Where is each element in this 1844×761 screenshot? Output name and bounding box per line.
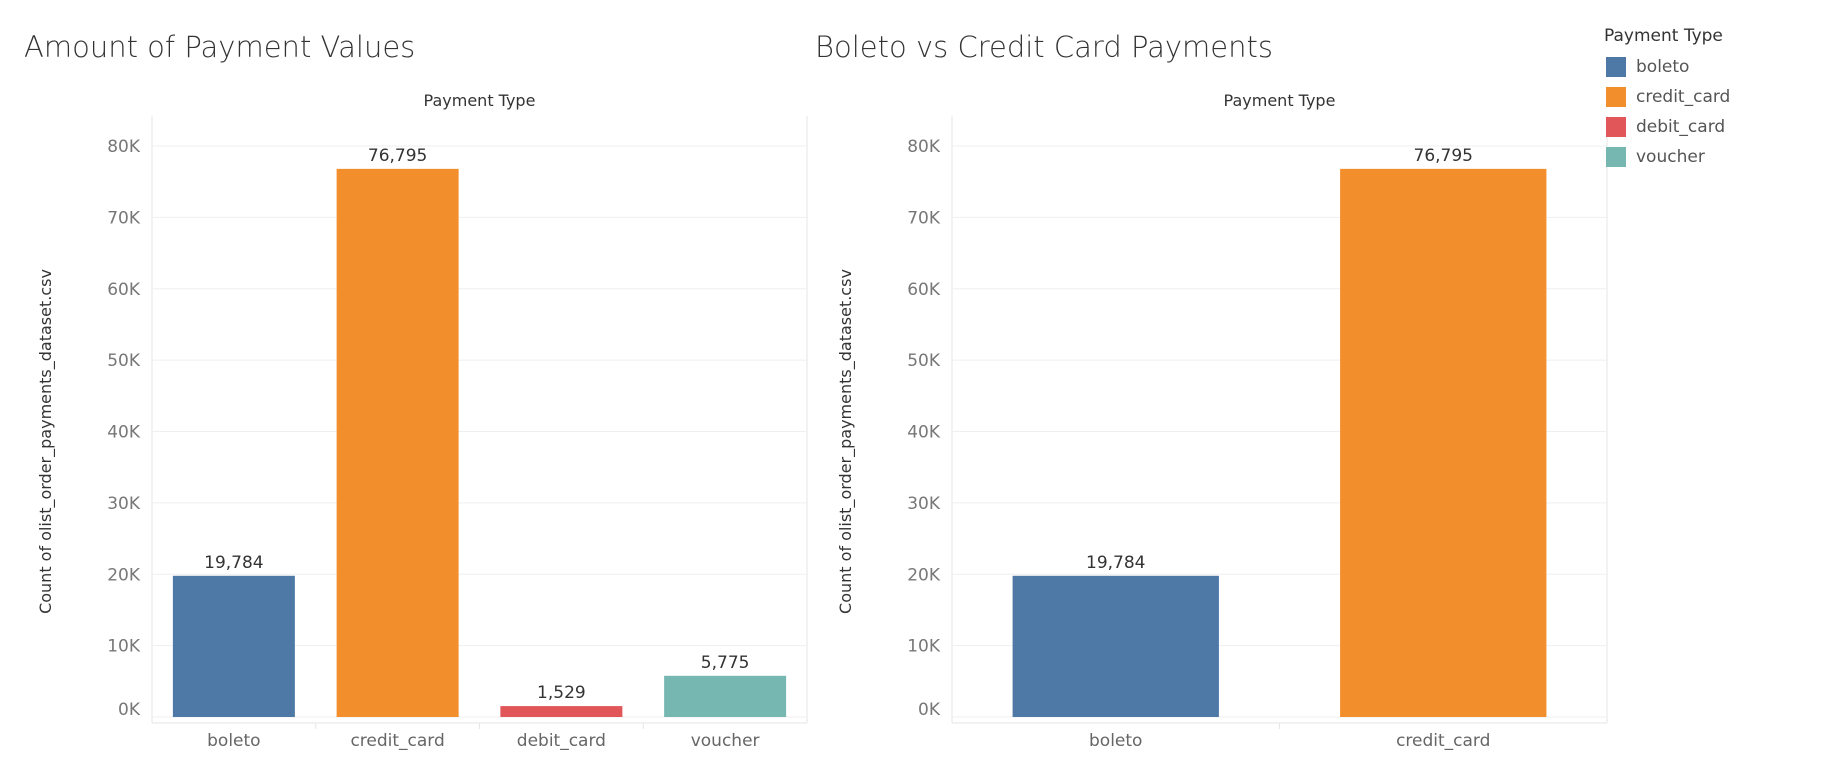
x-tick-label: credit_card [1396,731,1490,751]
bar-chart-boleto-vs-credit-card: 0K 10K 20K 30K 40K 50K 60K 70K 80K Payment Type Co… [836,91,1608,751]
data-label: 76,795 [368,146,427,166]
legend-swatch-debit-card [1606,117,1626,137]
legend-label: debit_card [1636,117,1726,137]
y-tick-label: 80K [107,137,141,157]
x-tick-label: debit_card [517,731,606,751]
x-axis-title: Payment Type [424,91,536,110]
y-tick-label: 20K [907,565,941,585]
data-label: 19,784 [1086,553,1145,573]
y-tick-label: 50K [107,351,141,371]
data-label: 19,784 [204,553,263,573]
y-tick-label: 60K [907,280,941,300]
y-axis-title: Count of olist_order_payments_dataset.cs… [36,269,56,614]
bar-credit-card [336,168,459,718]
y-axis-title: Count of olist_order_payments_dataset.cs… [836,269,856,614]
y-tick-label: 0K [918,700,941,720]
y-tick-label: 0K [118,700,141,720]
y-tick-label: 10K [907,637,941,657]
bar-chart-all-payment-types: 0K 10K 20K 30K 40K 50K 60K 70K 80K Payment Type Co… [36,91,808,751]
y-tick-label: 40K [107,423,141,443]
legend-item-credit-card[interactable]: credit_card [1604,82,1730,112]
x-tick-label: voucher [691,731,760,751]
data-label: 76,795 [1414,146,1473,166]
chart-title-left: Amount of Payment Values [24,30,416,64]
legend-label: boleto [1636,57,1690,77]
y-tick-label: 30K [907,494,941,514]
legend-label: credit_card [1636,87,1731,107]
y-tick-label: 70K [107,208,141,228]
bar-debit-card [500,706,623,717]
y-tick-label: 80K [907,137,941,157]
data-label: 1,529 [537,683,586,703]
bar-voucher [664,675,787,717]
data-label: 5,775 [701,653,750,673]
legend-label: voucher [1636,147,1705,167]
legend-item-debit-card[interactable]: debit_card [1604,112,1730,142]
legend: Payment Type boleto credit_card debit_ca… [1604,26,1730,172]
bar-credit-card [1340,168,1547,718]
y-tick-label: 50K [907,351,941,371]
y-tick-label: 70K [907,208,941,228]
legend-swatch-voucher [1606,147,1626,167]
chart-title-right: Boleto vs Credit Card Payments [815,30,1274,64]
bar-boleto [172,575,295,717]
legend-swatch-credit-card [1606,87,1626,107]
x-axis-title: Payment Type [1224,91,1336,110]
y-tick-label: 10K [107,637,141,657]
x-tick-label: credit_card [350,731,444,751]
legend-item-boleto[interactable]: boleto [1604,52,1730,82]
legend-swatch-boleto [1606,57,1626,77]
y-tick-label: 60K [107,280,141,300]
x-tick-label: boleto [1089,731,1142,751]
x-tick-label: boleto [207,731,260,751]
legend-title: Payment Type [1604,26,1723,46]
legend-item-voucher[interactable]: voucher [1604,142,1730,172]
y-tick-label: 40K [907,423,941,443]
y-tick-label: 20K [107,565,141,585]
bar-boleto [1012,575,1219,717]
y-tick-label: 30K [107,494,141,514]
